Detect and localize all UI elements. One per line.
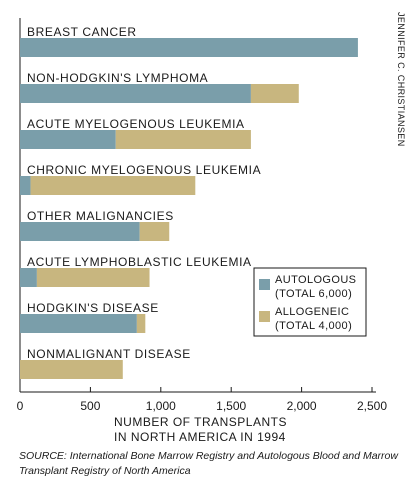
bar-autologous [20, 268, 37, 287]
x-axis-title-line: IN NORTH AMERICA IN 1994 [114, 430, 286, 444]
category-labels: BREAST CANCER NON-HODGKIN'S LYMPHOMA ACUTE… [27, 25, 261, 361]
legend-series-total: (TOTAL 6,000) [275, 288, 352, 300]
x-tick-label: 500 [80, 399, 100, 413]
x-tick-label: 1,500 [216, 399, 246, 413]
bar-allogeneic [30, 176, 196, 195]
bar-allogeneic [115, 130, 251, 149]
bar-autologous [20, 176, 31, 195]
bar-allogeneic [136, 314, 146, 333]
category-label: HODGKIN'S DISEASE [27, 301, 159, 315]
bar-autologous [20, 130, 116, 149]
category-label: ACUTE MYELOGENOUS LEUKEMIA [27, 117, 245, 131]
category-label: NONMALIGNANT DISEASE [27, 347, 191, 361]
x-axis-ticks: 0 500 1,000 1,500 2,000 2,500 [17, 387, 387, 413]
bar-autologous [20, 38, 358, 57]
legend-swatch-autologous [259, 279, 270, 290]
bar-allogeneic [250, 84, 299, 103]
category-label: CHRONIC MYELOGENOUS LEUKEMIA [27, 163, 261, 177]
legend-box [253, 267, 367, 337]
bar-autologous [20, 314, 137, 333]
x-tick-label: 1,000 [146, 399, 176, 413]
category-label: BREAST CANCER [27, 25, 137, 39]
legend: AUTOLOGOUS (TOTAL 6,000) ALLOGENEIC (TOTAL … [253, 267, 367, 337]
chart-bars [20, 38, 358, 379]
legend-series-name: ALLOGENEIC [275, 306, 349, 318]
category-label: NON-HODGKIN'S LYMPHOMA [27, 71, 208, 85]
source-note: SOURCE: International Bone Marrow Regist… [19, 450, 398, 477]
x-tick-label: 2,500 [357, 399, 387, 413]
bar-allogeneic [20, 360, 123, 379]
photo-credit: JENNIFER C. CHRISTIANSEN [396, 12, 406, 147]
legend-series-total: (TOTAL 4,000) [275, 320, 352, 332]
bar-allogeneic [36, 268, 150, 287]
category-label: ACUTE LYMPHOBLASTIC LEUKEMIA [27, 255, 252, 269]
x-tick-label: 2,000 [287, 399, 317, 413]
bar-allogeneic [139, 222, 170, 241]
legend-swatch-allogeneic [259, 311, 270, 322]
bar-autologous [20, 84, 251, 103]
x-axis-title-line: NUMBER OF TRANSPLANTS [114, 415, 287, 429]
bar-autologous [20, 222, 140, 241]
x-tick-label: 0 [17, 399, 24, 413]
legend-series-name: AUTOLOGOUS [275, 274, 356, 286]
category-label: OTHER MALIGNANCIES [27, 209, 174, 223]
